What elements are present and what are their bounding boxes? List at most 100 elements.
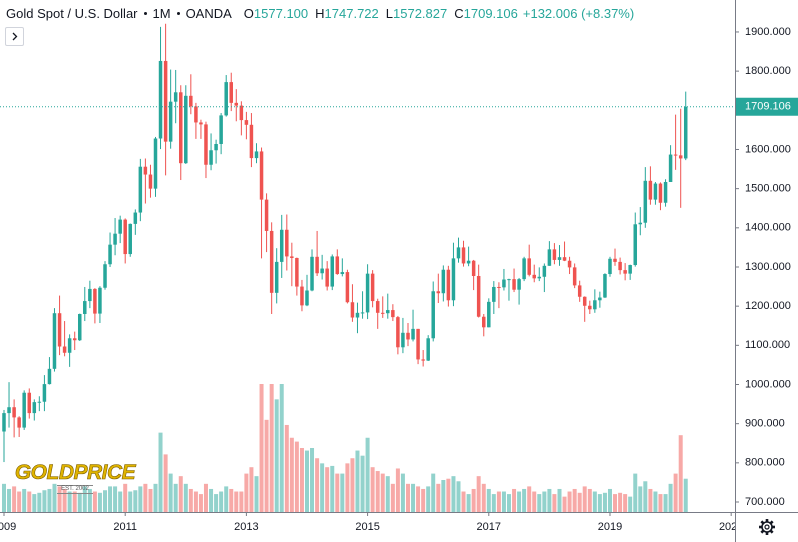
legend-header: Gold Spot / U.S. Dollar 1M OANDA O 1577.1… (6, 6, 635, 21)
volume-bar (618, 492, 623, 512)
time-axis-panel (0, 512, 735, 542)
candle-body (32, 402, 37, 414)
candle-body (27, 392, 32, 414)
volume-bar (648, 488, 653, 512)
gear-tooth (765, 531, 769, 535)
volume-bar (552, 494, 557, 512)
candle-body (396, 317, 400, 348)
candle-body (224, 82, 228, 116)
candle-body (572, 267, 577, 286)
interval: 1M (152, 6, 171, 21)
candle-body (128, 223, 132, 255)
volume-bar (67, 491, 72, 512)
volume-bar (350, 458, 355, 512)
candle-body (259, 151, 264, 200)
candle-body (234, 102, 239, 106)
gear-tooth (765, 519, 769, 523)
candle-body (290, 256, 294, 258)
volume-bar (82, 486, 87, 512)
volume-bar (360, 455, 365, 512)
candle-body (77, 313, 82, 341)
candle-body (355, 312, 360, 318)
candle-body (199, 122, 203, 125)
change: +132.006 (+8.37%) (522, 6, 635, 21)
candle-body (436, 291, 441, 294)
candle-body (47, 368, 52, 385)
candle-body (57, 313, 62, 347)
candle-body (219, 115, 223, 144)
chevron-icon (12, 32, 18, 41)
volume-bar (289, 437, 294, 512)
volume-bar (269, 384, 274, 512)
watermark: GOLDPRICE EST. 2002 (10, 461, 140, 494)
volume-bar (148, 488, 153, 512)
volume-bar (244, 473, 249, 512)
volume-bar (365, 437, 370, 512)
volume-bar (229, 488, 234, 512)
x-tick-label: 2009 (0, 521, 16, 533)
volume-bar (52, 483, 57, 512)
volume-bar (173, 483, 178, 512)
candle-body (643, 180, 648, 223)
volume-bar (587, 488, 592, 512)
volume-bar (390, 483, 395, 512)
candle-body (582, 296, 587, 306)
volume-bar (203, 483, 208, 512)
candle-body (67, 338, 72, 353)
plot-area (0, 23, 735, 512)
volume-bar (345, 463, 350, 512)
candle-body (148, 174, 153, 189)
volume-bar (421, 488, 426, 512)
candle-body (668, 154, 673, 182)
y-tick-label: 1900.000 (745, 26, 791, 38)
volume-bar (602, 492, 607, 512)
volume-bar (340, 473, 345, 512)
candle-body (72, 338, 77, 341)
volume-bar (153, 483, 158, 512)
legend-toggle[interactable] (5, 27, 24, 46)
separator (176, 12, 180, 15)
candle-body (517, 279, 521, 290)
candle-body (421, 359, 425, 361)
volume-bar (47, 488, 52, 512)
volume-bar (219, 491, 224, 512)
candle-body (123, 219, 127, 255)
candle-body (446, 269, 451, 301)
volume-bar (623, 494, 628, 512)
candle-body (7, 407, 11, 414)
volume-bar (673, 473, 678, 512)
volume-bar (224, 486, 229, 512)
volume-bar (163, 454, 168, 512)
volume-bar (214, 494, 219, 512)
volume-bar (198, 494, 203, 512)
volume-bar (330, 465, 335, 512)
candle-body (254, 151, 259, 159)
candle-body (310, 256, 314, 291)
candle-body (426, 338, 430, 361)
ohlc-value: 1572.827 (393, 6, 448, 21)
volume-bar (663, 494, 668, 512)
candle-body (295, 257, 299, 287)
volume-bar (294, 441, 299, 512)
candle-body (244, 120, 249, 125)
volume-bar (466, 494, 471, 512)
candle-body (497, 286, 501, 288)
volume-bar (259, 384, 264, 512)
y-tick-label: 1200.000 (745, 300, 791, 312)
settings-button[interactable] (759, 519, 775, 535)
y-tick-label: 1000.000 (745, 378, 791, 390)
volume-bar (426, 486, 431, 512)
candle-body (638, 222, 643, 225)
candle-body (350, 302, 355, 318)
volume-bar (113, 486, 118, 512)
candle-body (487, 301, 491, 328)
candle-body (678, 155, 683, 159)
volume-bar (188, 488, 193, 512)
volume-bar (431, 473, 436, 512)
volume-bar (315, 458, 320, 512)
volume-bar (582, 486, 587, 512)
volume-bar (72, 491, 77, 512)
candle-body (653, 183, 658, 200)
candle-body (466, 260, 471, 264)
